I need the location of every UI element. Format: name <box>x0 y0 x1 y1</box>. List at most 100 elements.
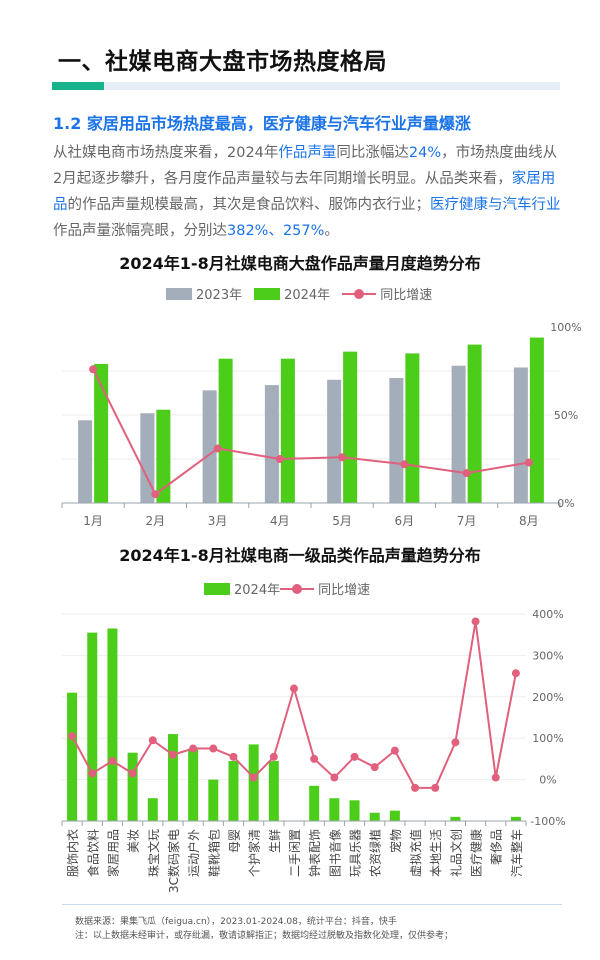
paragraph-text: 从社媒电商市场热度来看，2024年 <box>53 145 279 161</box>
growth-point <box>400 460 409 469</box>
growth-point <box>275 455 284 463</box>
x-tick-label: 本地生活 <box>429 829 443 877</box>
legend-item-2024: 2024年 <box>204 579 280 598</box>
legend-swatch-2024 <box>204 582 230 595</box>
growth-point <box>229 752 238 761</box>
x-tick-label: 生鲜 <box>268 829 282 853</box>
bar-2024 <box>510 816 521 821</box>
growth-point <box>151 490 160 499</box>
footer-source: 数据来源：果集飞瓜（feigua.cn），2023.01-2024.08，统计平… <box>75 917 397 927</box>
chart1-title: 2024年1-8月社媒电商大盘作品声量月度趋势分布 <box>119 254 481 273</box>
growth-point <box>350 752 359 761</box>
y-right-tick-label: 300% <box>532 649 563 662</box>
growth-point <box>511 669 520 678</box>
bar-2024 <box>343 351 358 503</box>
y-right-tick-label: 400% <box>532 608 563 621</box>
bar-2024 <box>349 800 360 821</box>
bar-2024 <box>329 798 340 821</box>
bar-2024 <box>405 353 420 503</box>
x-tick-label: 农资绿植 <box>368 829 383 877</box>
bar-2023 <box>78 420 93 503</box>
x-tick-label: 5月 <box>332 514 352 528</box>
x-tick-label: 汽车整车 <box>509 829 524 877</box>
chart1-plot: 1月 2月 3月 4月 5月 6月 7月 8月 100% 50% 0% <box>61 321 582 528</box>
x-tick-label: 2月 <box>146 514 166 528</box>
growth-point <box>249 773 258 782</box>
x-tick-label: 珠宝文玩 <box>146 829 161 877</box>
growth-point <box>310 754 319 763</box>
bar-2023 <box>389 378 404 503</box>
y-right-tick-label: 0% <box>539 774 556 787</box>
legend-swatch-2024 <box>254 287 281 300</box>
growth-point <box>524 458 533 467</box>
y-right-tick-label: 100% <box>532 732 563 745</box>
bar-2024 <box>188 748 199 821</box>
x-tick-label: 母婴 <box>227 829 241 853</box>
growth-point <box>431 783 440 792</box>
legend-label: 2024年 <box>234 583 281 598</box>
x-tick-label: 图书音像 <box>327 829 342 877</box>
bar-2024 <box>450 816 461 821</box>
growth-point <box>108 756 117 765</box>
paragraph-text: 作品声量涨幅亮眼，分别达 <box>53 223 227 239</box>
x-tick-label: 玩具乐器 <box>349 829 363 877</box>
growth-point <box>189 744 198 753</box>
legend-item-growth: 同比增速 <box>342 284 432 303</box>
bar-2024 <box>369 812 380 821</box>
bar-2024 <box>309 785 320 821</box>
highlight-text: 医疗健康与汽车行业 <box>430 197 561 213</box>
bar-2024 <box>208 779 219 821</box>
growth-point <box>168 750 177 759</box>
subtitle: 1.2 家居用品市场热度最高，医疗健康与汽车行业声量爆涨 <box>53 114 471 133</box>
chart2-legend: 2024年 同比增速 <box>204 579 382 598</box>
bar-2024 <box>389 810 400 821</box>
growth-point <box>338 453 347 462</box>
paragraph-text: ，市场热度曲线从2月起逐步攀升，各月度作品声量较与去年同期增长明显。从品类来看， <box>53 145 558 187</box>
paragraph-text: 同比涨幅达 <box>336 145 409 161</box>
legend-swatch-growth <box>342 288 377 300</box>
x-tick-label: 医疗健康 <box>469 829 484 877</box>
bar-2024 <box>228 760 239 821</box>
paragraph-text: 。 <box>324 223 339 239</box>
growth-point <box>269 752 278 761</box>
growth-point <box>451 738 460 747</box>
growth-point <box>68 732 77 741</box>
legend-label: 2023年 <box>196 288 243 303</box>
x-tick-label: 家居用品 <box>105 829 120 877</box>
bar-2024 <box>127 752 138 821</box>
y-right-tick-label: 50% <box>554 409 578 422</box>
bar-2023 <box>140 413 155 503</box>
x-tick-label: 运动户外 <box>186 829 201 877</box>
bar-2024 <box>218 358 233 503</box>
bar-2024 <box>87 632 98 821</box>
bar-2024 <box>156 409 171 503</box>
growth-point <box>88 769 97 778</box>
bar-2024 <box>467 344 482 503</box>
footer-note: 注：以上数据未经审计，或存纰漏，敬请谅解指正；数据均经过脱敏及指数化处理，仅供参… <box>75 931 454 941</box>
growth-point <box>89 365 98 374</box>
legend-item-2023: 2023年 <box>166 284 242 303</box>
growth-point <box>209 744 218 753</box>
legend-item-growth: 同比增速 <box>280 579 370 598</box>
bar-2024 <box>280 358 295 503</box>
bar-2024 <box>268 760 279 821</box>
growth-point <box>411 783 420 792</box>
bar-2023 <box>513 367 528 503</box>
y-right-tick-label: 200% <box>532 691 563 704</box>
growth-point <box>148 736 157 745</box>
x-tick-label: 鞋靴箱包 <box>206 829 221 877</box>
footer-divider <box>62 904 562 905</box>
y-right-tick-label: 100% <box>550 321 581 334</box>
x-tick-label: 个护家清 <box>247 829 262 877</box>
bar-2023 <box>327 379 342 503</box>
x-tick-label: 6月 <box>395 514 415 528</box>
y-right-tick-label: -100% <box>530 815 565 828</box>
growth-point <box>128 769 137 778</box>
growth-line <box>71 621 517 789</box>
legend-label: 2024年 <box>284 288 331 303</box>
growth-point <box>213 444 222 453</box>
x-tick-label: 虚拟充值 <box>408 829 423 877</box>
x-tick-label: 3C数码家电 <box>166 829 181 893</box>
bar-2024 <box>67 692 78 821</box>
x-tick-label: 礼品文创 <box>448 829 463 877</box>
